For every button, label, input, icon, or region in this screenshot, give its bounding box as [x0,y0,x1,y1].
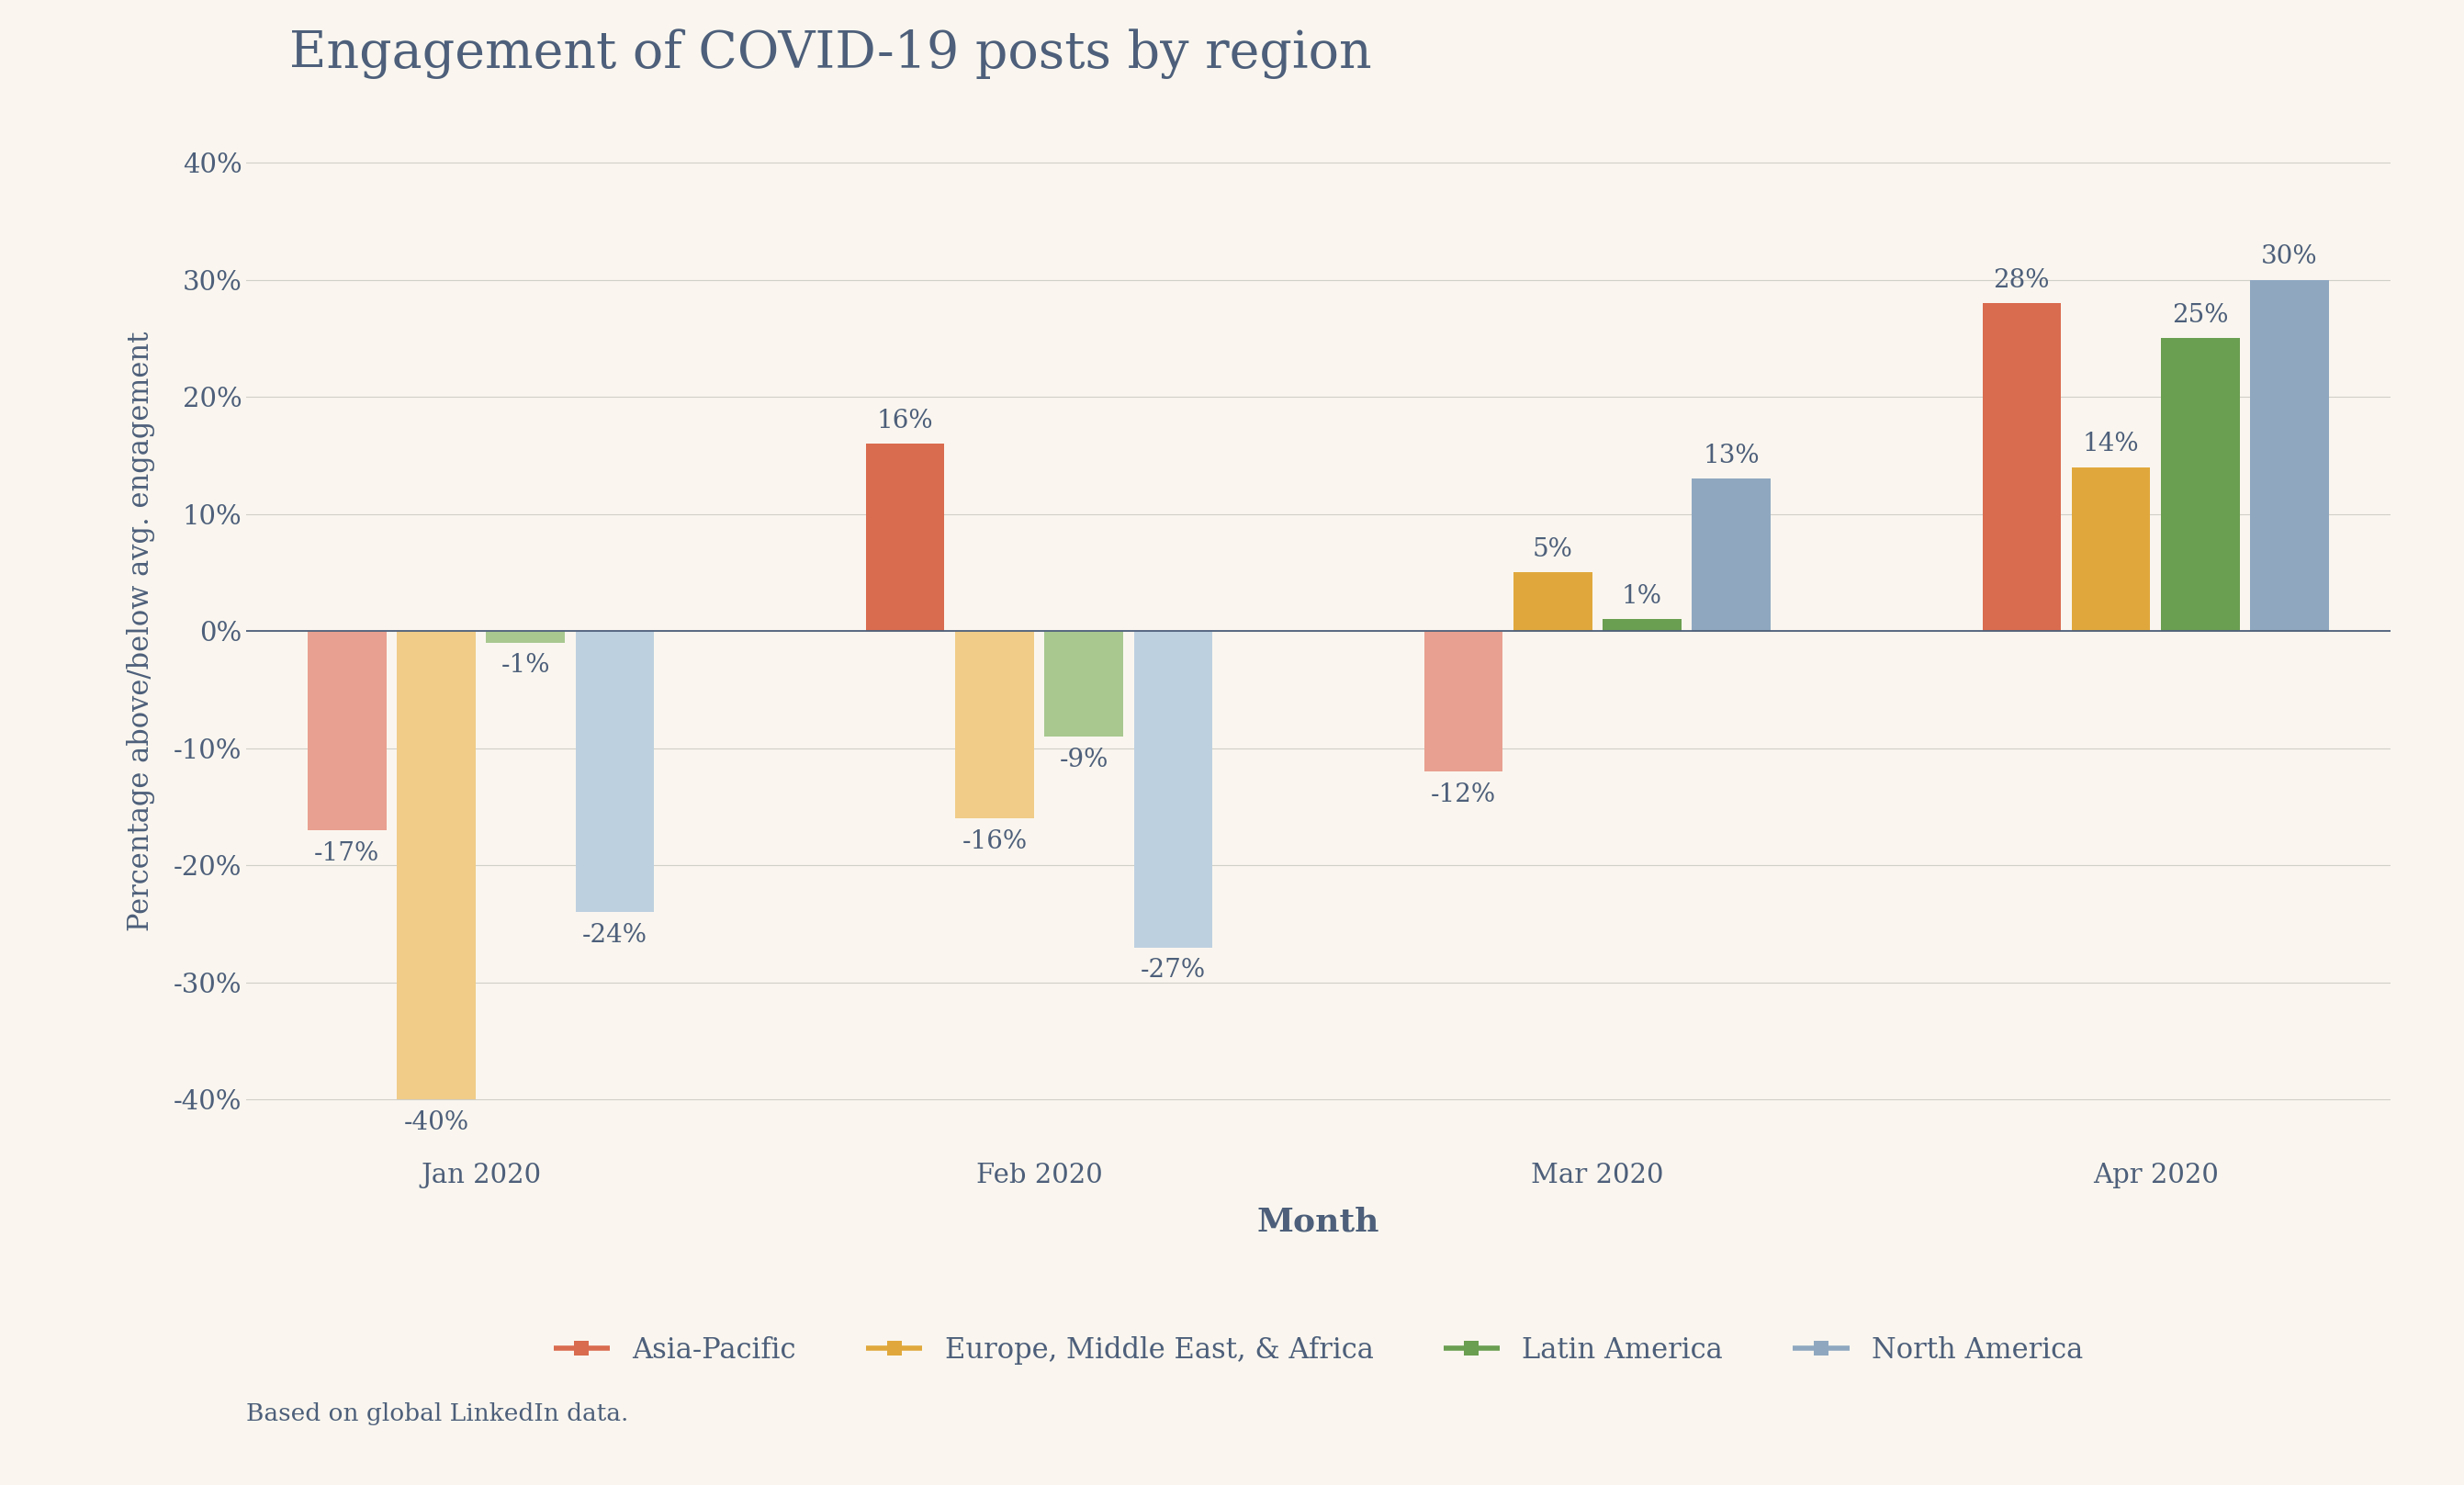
Text: -1%: -1% [500,653,549,679]
Text: -16%: -16% [961,829,1027,854]
Text: 30%: 30% [2262,245,2319,269]
Bar [485,631,564,643]
Bar [2072,468,2151,631]
X-axis label: Month: Month [1257,1206,1380,1237]
Bar [1513,573,1592,631]
Bar [1602,619,1680,631]
Text: 1%: 1% [1621,584,1663,609]
Legend: Asia-Pacific, Europe, Middle East, & Africa, Latin America, North America: Asia-Pacific, Europe, Middle East, & Afr… [542,1325,2094,1377]
Bar [397,631,476,1100]
Bar [577,631,653,912]
Bar [1424,631,1503,772]
Bar [956,631,1035,818]
Bar [1984,303,2060,631]
Text: 25%: 25% [2173,303,2227,328]
Text: -40%: -40% [404,1111,468,1135]
Text: -9%: -9% [1060,747,1109,772]
Text: 14%: 14% [2082,432,2139,456]
Text: 13%: 13% [1703,444,1759,468]
Bar [2161,339,2240,631]
Text: -27%: -27% [1141,958,1205,983]
Text: Engagement of COVID-19 posts by region: Engagement of COVID-19 posts by region [288,30,1372,79]
Bar [1693,478,1772,631]
Text: -17%: -17% [315,841,379,866]
Bar [2250,279,2328,631]
Bar [308,631,387,830]
Text: 5%: 5% [1533,538,1572,561]
Text: 16%: 16% [877,408,934,434]
Bar [1045,631,1124,737]
Bar [865,444,944,631]
Text: Based on global LinkedIn data.: Based on global LinkedIn data. [246,1403,628,1426]
Text: 28%: 28% [1993,267,2050,293]
Y-axis label: Percentage above/below avg. engagement: Percentage above/below avg. engagement [128,331,155,931]
Text: -12%: -12% [1432,783,1496,806]
Text: -24%: -24% [582,922,648,947]
Bar [1133,631,1212,947]
